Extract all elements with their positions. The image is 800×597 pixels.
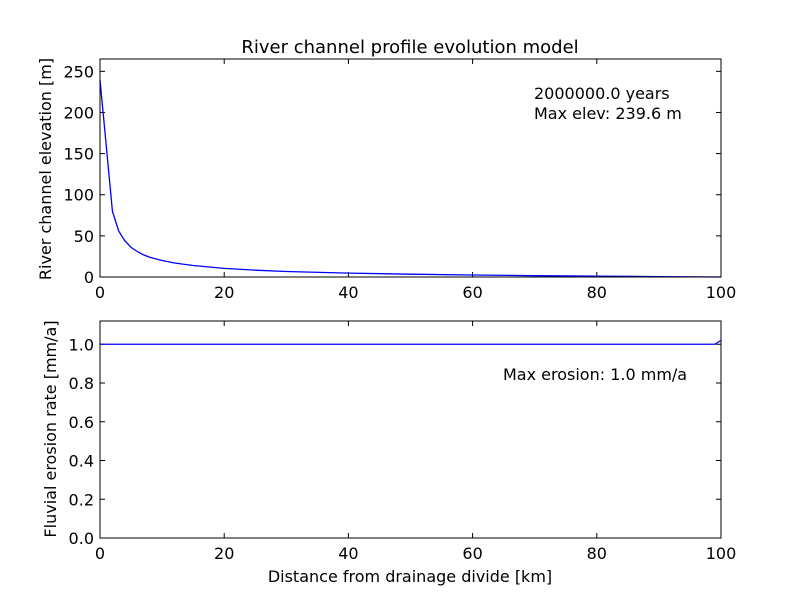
- x-tick-label: 100: [706, 544, 737, 563]
- x-tick-label: 60: [462, 283, 482, 302]
- axis-ticks: 0 20 40 60 80 100 0.0 0.2 0.4 0.6 0.8 1.0: [69, 321, 737, 563]
- y-tick-label: 200: [63, 103, 94, 122]
- x-tick-label: 0: [95, 283, 105, 302]
- x-tick-label: 60: [462, 544, 482, 563]
- y-tick-label: 0.2: [69, 490, 94, 509]
- x-tick-label: 80: [587, 283, 607, 302]
- elevation-line: [99, 79, 722, 278]
- plot-frame: [99, 58, 722, 278]
- y-tick-label: 1.0: [69, 335, 94, 354]
- plot-frame: [99, 320, 722, 539]
- annotation-max-erosion: Max erosion: 1.0 mm/a: [503, 365, 687, 384]
- annotation-max-elevation: Max elev: 239.6 m: [534, 104, 682, 123]
- x-tick-label: 20: [214, 544, 234, 563]
- annotation-years: 2000000.0 years: [534, 84, 670, 103]
- y-axis-label: River channel elevation [m]: [36, 58, 55, 280]
- x-tick-label: 100: [706, 283, 737, 302]
- x-tick-label: 40: [338, 283, 358, 302]
- y-tick-label: 0.8: [69, 374, 94, 393]
- y-tick-label: 50: [74, 227, 94, 246]
- y-axis-label: Fluvial erosion rate [mm/a]: [41, 320, 60, 537]
- y-tick-label: 100: [63, 186, 94, 205]
- x-tick-label: 20: [214, 283, 234, 302]
- y-tick-label: 0.0: [69, 529, 94, 548]
- y-tick-label: 250: [63, 62, 94, 81]
- x-axis-label: Distance from drainage divide [km]: [268, 567, 552, 586]
- chart-title: River channel profile evolution model: [241, 37, 578, 58]
- x-tick-label: 80: [587, 544, 607, 563]
- y-tick-label: 0.4: [69, 452, 94, 471]
- erosion-line: [100, 339, 722, 345]
- y-tick-label: 150: [63, 145, 94, 164]
- y-tick-label: 0: [84, 268, 94, 287]
- erosion-panel: Fluvial erosion rate [mm/a] Distance fro…: [41, 320, 736, 586]
- y-tick-label: 0.6: [69, 413, 94, 432]
- x-tick-label: 40: [338, 544, 358, 563]
- axis-ticks: 0 20 40 60 80 100 0 50 100 150 200 250: [63, 59, 736, 302]
- x-tick-label: 0: [95, 544, 105, 563]
- elevation-panel: River channel profile evolution model Ri…: [36, 37, 736, 302]
